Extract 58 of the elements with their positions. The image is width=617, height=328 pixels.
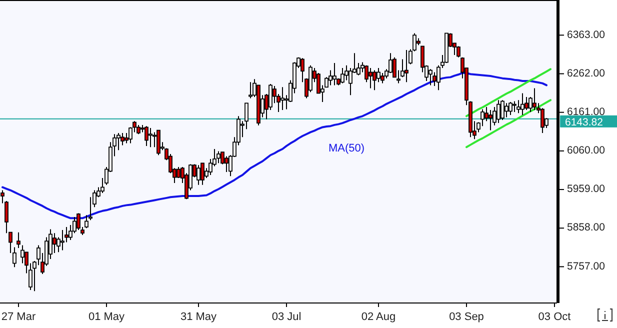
x-tick-label: 03 Oct [538, 310, 571, 323]
y-tick-label: 5757.00 [567, 260, 606, 272]
candlestick [248, 82, 252, 99]
x-tick-label: 01 May [88, 310, 126, 323]
candlestick [516, 100, 520, 114]
candlestick [136, 124, 140, 135]
x-tick-label: 03 Sep [449, 310, 484, 323]
candlestick [148, 128, 152, 148]
candlestick [52, 232, 56, 254]
y-tick-label: 6161.00 [567, 106, 606, 118]
line-series [466, 99, 552, 148]
candlestick [372, 70, 376, 91]
candlestick [144, 126, 148, 146]
candlestick [500, 100, 504, 120]
x-tick-label: 27 Mar [1, 310, 36, 323]
y-tick-label: 5858.00 [567, 222, 606, 234]
candlestick [524, 96, 528, 111]
candlestick [480, 108, 484, 127]
candlestick [520, 92, 524, 116]
x-tick-label: 31 May [180, 310, 218, 323]
candlestick [508, 102, 512, 116]
candlestick [196, 164, 200, 186]
candlestick [344, 64, 348, 81]
candlestick [60, 230, 64, 251]
candlestick [216, 150, 220, 164]
candlestick [488, 110, 492, 131]
candlestick [512, 100, 516, 112]
x-tick-label: 03 Jul [272, 310, 302, 323]
candlestick [200, 162, 204, 186]
series-label: MA(50) [328, 142, 365, 155]
candlestick [404, 50, 408, 83]
candlestick [120, 132, 124, 146]
candlestick [156, 130, 160, 156]
ref-line-label: 6143.82 [565, 116, 604, 128]
candlestick [176, 166, 180, 179]
candlestick [20, 244, 24, 264]
candlestick [368, 68, 372, 89]
candlestick [12, 246, 16, 268]
candlestick [456, 46, 460, 58]
y-tick-label: 6363.00 [567, 28, 606, 41]
candlestick [16, 232, 20, 248]
candlestick [332, 62, 336, 86]
candlestick [428, 68, 432, 86]
y-tick-label: 6262.00 [567, 67, 606, 80]
line-series [466, 68, 552, 118]
candlestick [496, 100, 500, 124]
candlestick [504, 102, 508, 118]
candlestick [376, 68, 380, 83]
x-tick-label: 02 Aug [361, 310, 396, 323]
candlestick [280, 86, 284, 111]
candlestick [76, 212, 80, 231]
candlestick [308, 64, 312, 93]
candlestick [532, 88, 536, 111]
candlestick [224, 156, 228, 172]
candlestick [340, 68, 344, 84]
y-tick-label: 5959.00 [567, 183, 606, 196]
candlestick [380, 72, 384, 84]
y-tick-label: 6060.00 [567, 144, 606, 157]
